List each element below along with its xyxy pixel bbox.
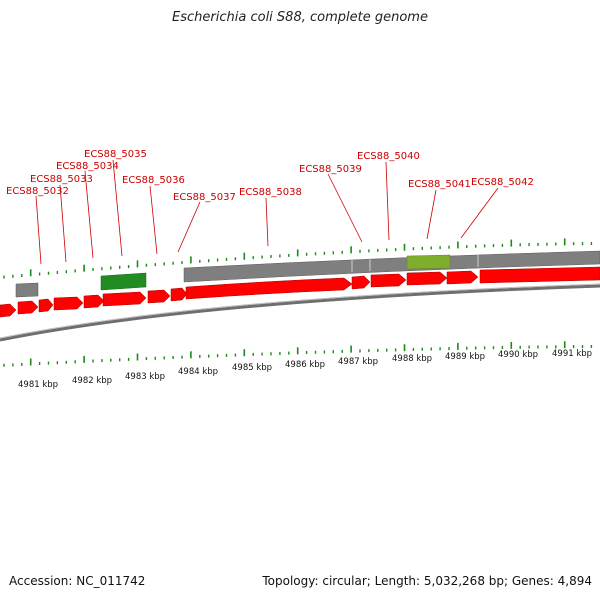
kbp-label: 4986 kbp — [285, 360, 325, 370]
gene-label[interactable]: ECS88_5033 — [30, 174, 93, 185]
genome-backbone — [0, 284, 600, 342]
gene-track-upper — [15, 250, 600, 298]
gene-label[interactable]: ECS88_5036 — [122, 175, 185, 186]
cds-arrow[interactable] — [370, 273, 407, 288]
gene-label[interactable]: ECS88_5038 — [239, 187, 302, 198]
cds-arrow[interactable] — [38, 298, 54, 313]
kbp-label: 4982 kbp — [72, 376, 112, 386]
cds-track-forward — [0, 266, 600, 318]
gene-block-green[interactable] — [100, 272, 147, 291]
cds-arrow[interactable] — [17, 300, 39, 315]
gene-label[interactable]: ECS88_5032 — [6, 186, 69, 197]
kbp-label: 4990 kbp — [498, 350, 538, 360]
gene-block-grey-long[interactable] — [183, 250, 600, 283]
cds-arrow[interactable] — [446, 270, 479, 285]
gc-skew-ticks-upper — [3, 238, 593, 279]
cds-arrow[interactable] — [170, 287, 188, 302]
gene-label[interactable]: ECS88_5039 — [299, 164, 362, 175]
gene-labels: ECS88_5032 ECS88_5033 ECS88_5034 ECS88_5… — [6, 149, 534, 203]
gene-label[interactable]: ECS88_5042 — [471, 177, 534, 188]
gene-block-olive[interactable] — [406, 254, 451, 270]
cds-arrow[interactable] — [479, 266, 600, 284]
cds-arrow[interactable] — [102, 291, 147, 307]
cds-arrow[interactable] — [351, 275, 371, 290]
cds-arrow[interactable] — [83, 294, 105, 309]
kbp-label: 4981 kbp — [18, 380, 58, 390]
cds-arrow[interactable] — [53, 296, 84, 311]
kbp-label: 4985 kbp — [232, 363, 272, 373]
gene-label[interactable]: ECS88_5040 — [357, 151, 420, 162]
accession-text: Accession: NC_011742 — [9, 574, 146, 588]
gene-label[interactable]: ECS88_5037 — [173, 192, 236, 203]
gene-label-leaders — [35, 159, 499, 265]
cds-arrow[interactable] — [0, 303, 17, 318]
genome-title: Escherichia coli S88, complete genome — [172, 10, 428, 25]
kbp-label: 4984 kbp — [178, 367, 218, 377]
genome-summary-text: Topology: circular; Length: 5,032,268 bp… — [262, 574, 592, 588]
kbp-label: 4989 kbp — [445, 352, 485, 362]
gene-block-small-grey[interactable] — [15, 282, 39, 298]
gene-label[interactable]: ECS88_5035 — [84, 149, 147, 160]
cds-arrow[interactable] — [406, 271, 448, 286]
kbp-label: 4991 kbp — [552, 349, 592, 359]
kbp-label: 4988 kbp — [392, 354, 432, 364]
genome-backbone-highlight — [0, 283, 600, 339]
kbp-label: 4983 kbp — [125, 372, 165, 382]
gc-skew-ticks-lower — [3, 341, 593, 367]
kbp-label: 4987 kbp — [338, 357, 378, 367]
gene-label[interactable]: ECS88_5034 — [56, 161, 119, 172]
cds-arrow[interactable] — [147, 289, 171, 304]
gene-label[interactable]: ECS88_5041 — [408, 179, 471, 190]
kbp-labels: 4981 kbp 4982 kbp 4983 kbp 4984 kbp 4985… — [18, 349, 592, 390]
cds-arrow[interactable] — [185, 277, 353, 300]
